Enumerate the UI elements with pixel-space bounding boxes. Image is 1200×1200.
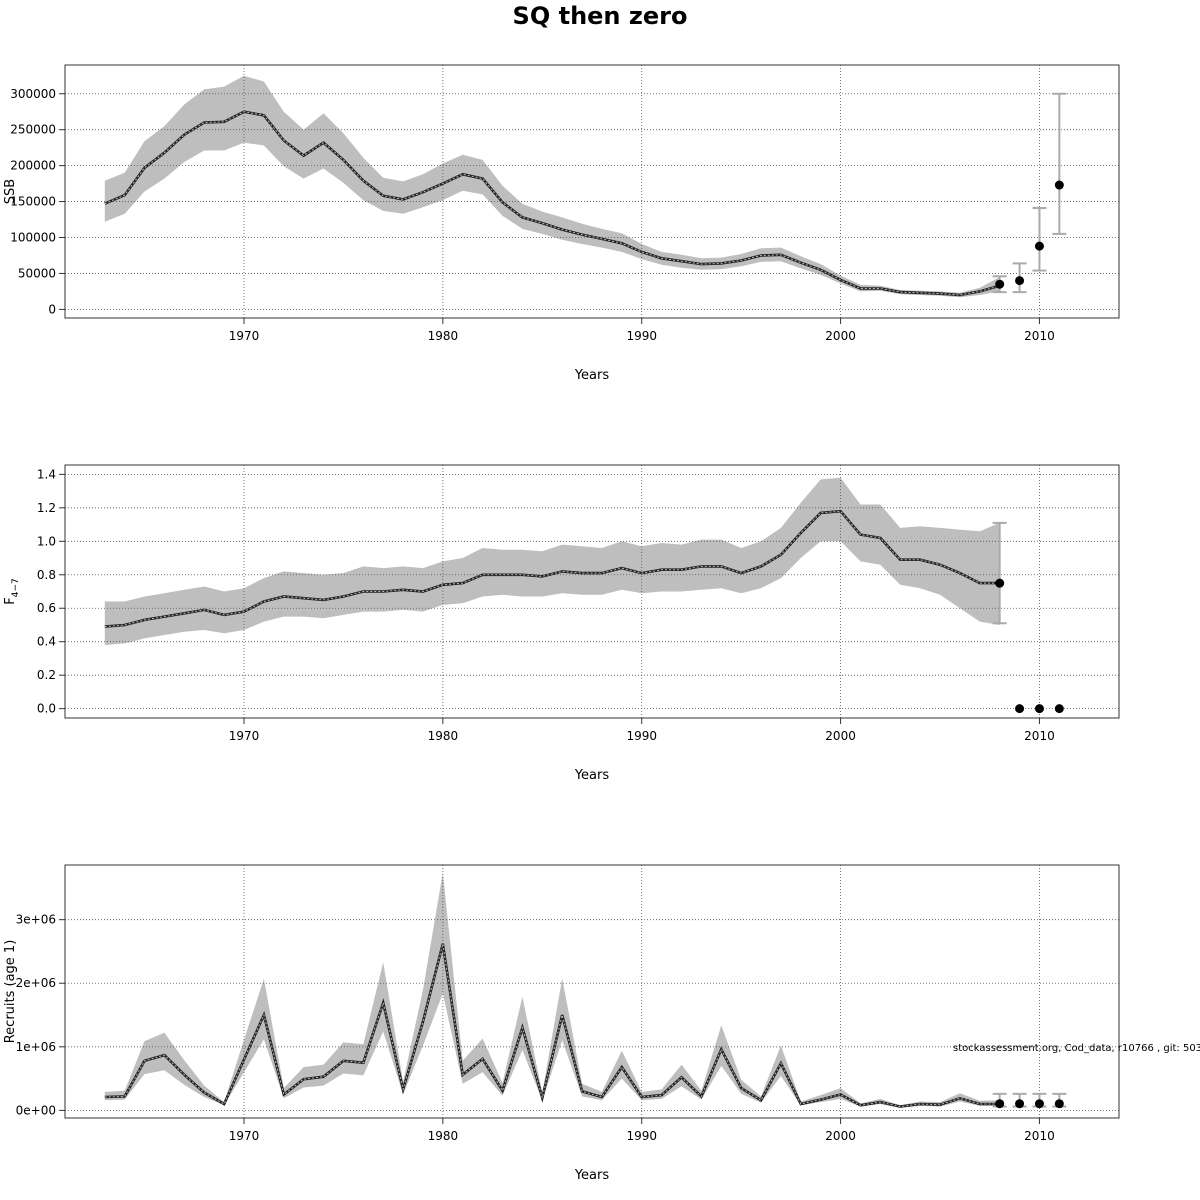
- x-tick-label: 1970: [229, 1129, 260, 1143]
- y-axis-label-main: F: [3, 597, 18, 604]
- y-tick-label: 0.4: [37, 635, 56, 649]
- forecast-point: [1034, 704, 1044, 714]
- forecast-point: [995, 279, 1005, 289]
- y-tick-label: 100000: [10, 231, 56, 245]
- series-line: [104, 943, 1000, 1108]
- forecast-point: [1054, 180, 1064, 190]
- y-axis-label: Recruits (age 1): [3, 940, 18, 1044]
- plot-frame: [64, 464, 1120, 719]
- x-axis-label: Years: [574, 768, 610, 783]
- x-tick-label: 1980: [428, 1129, 459, 1143]
- y-tick-label: 150000: [10, 195, 56, 209]
- y-tick-label: 300000: [10, 87, 56, 101]
- y-axis-label: SSB: [3, 179, 18, 204]
- y-axis-label: F4−7: [3, 578, 21, 604]
- forecast-point: [1034, 1099, 1044, 1109]
- x-tick-label: 1990: [626, 729, 657, 743]
- y-tick-label: 0.6: [37, 601, 56, 615]
- grid: [65, 465, 1119, 718]
- y-tick-label: 1.2: [37, 501, 56, 515]
- y-tick-label: 0.8: [37, 568, 56, 582]
- y-axis-label-subscript: 4−7: [11, 578, 21, 597]
- forecast-errorbar: [1052, 92, 1067, 235]
- confidence-band: [104, 75, 1000, 298]
- grid: [65, 865, 1119, 1118]
- forecast-point: [1054, 704, 1064, 714]
- plot-frame: [64, 64, 1120, 319]
- x-tick-label: 1980: [428, 729, 459, 743]
- x-tick-label: 1990: [626, 1129, 657, 1143]
- y-tick-label: 0e+00: [16, 1103, 56, 1117]
- x-tick-label: 2010: [1024, 729, 1055, 743]
- forecast-point: [1034, 241, 1044, 251]
- plot-frame: [64, 864, 1120, 1119]
- y-tick-label: 0.2: [37, 668, 56, 682]
- forecast-point: [1015, 1099, 1025, 1109]
- x-tick-label: 2010: [1024, 329, 1055, 343]
- forecast-point: [995, 578, 1005, 588]
- y-tick-label: 0: [48, 302, 56, 316]
- x-tick-label: 2010: [1024, 1129, 1055, 1143]
- forecast-errorbar: [992, 521, 1007, 625]
- x-axis-label: Years: [574, 368, 610, 383]
- forecast-errorbar: [1032, 207, 1047, 272]
- chart-title: SQ then zero: [512, 2, 688, 30]
- panel-fbar: 1970 1980 1990 2000 2010 0.0 0.2 0.4 0.6 0.8 1.0 1.…: [3, 464, 1120, 783]
- x-tick-label: 2000: [825, 1129, 856, 1143]
- forecast-point: [1015, 276, 1025, 286]
- series-line-dotted: [104, 111, 1000, 296]
- x-tick-label: 2000: [825, 329, 856, 343]
- panel-ssb: 1970 1980 1990 2000 2010 0 50000 100000 150000 20…: [3, 64, 1120, 383]
- y-tick-label: 200000: [10, 159, 56, 173]
- forecast-point: [1015, 704, 1025, 714]
- y-tick-label: 1e+06: [16, 1040, 56, 1054]
- y-tick-label: 3e+06: [16, 913, 56, 927]
- series-line-dotted: [104, 943, 1000, 1108]
- panel-recruits: 1970 1980 1990 2000 2010 0e+00 1e+06 2e+06 3e+06…: [3, 864, 1120, 1183]
- x-tick-label: 1990: [626, 329, 657, 343]
- footnote: stockassessment.org, Cod_data, r10766 , …: [953, 1043, 1200, 1054]
- x-tick-label: 1970: [229, 729, 260, 743]
- y-tick-label: 1.0: [37, 534, 56, 548]
- y-tick-label: 2e+06: [16, 976, 56, 990]
- x-tick-label: 1980: [428, 329, 459, 343]
- x-tick-label: 2000: [825, 729, 856, 743]
- confidence-band: [104, 477, 1000, 645]
- forecast-point: [1054, 1099, 1064, 1109]
- y-tick-label: 250000: [10, 123, 56, 137]
- y-tick-label: 50000: [18, 266, 56, 280]
- y-tick-label: 0.0: [37, 702, 56, 716]
- series-line-dotted: [104, 510, 1000, 628]
- y-tick-label: 1.4: [37, 467, 56, 481]
- grid: [65, 65, 1119, 318]
- x-tick-label: 1970: [229, 329, 260, 343]
- forecast-point: [995, 1099, 1005, 1109]
- x-axis-label: Years: [574, 1168, 610, 1183]
